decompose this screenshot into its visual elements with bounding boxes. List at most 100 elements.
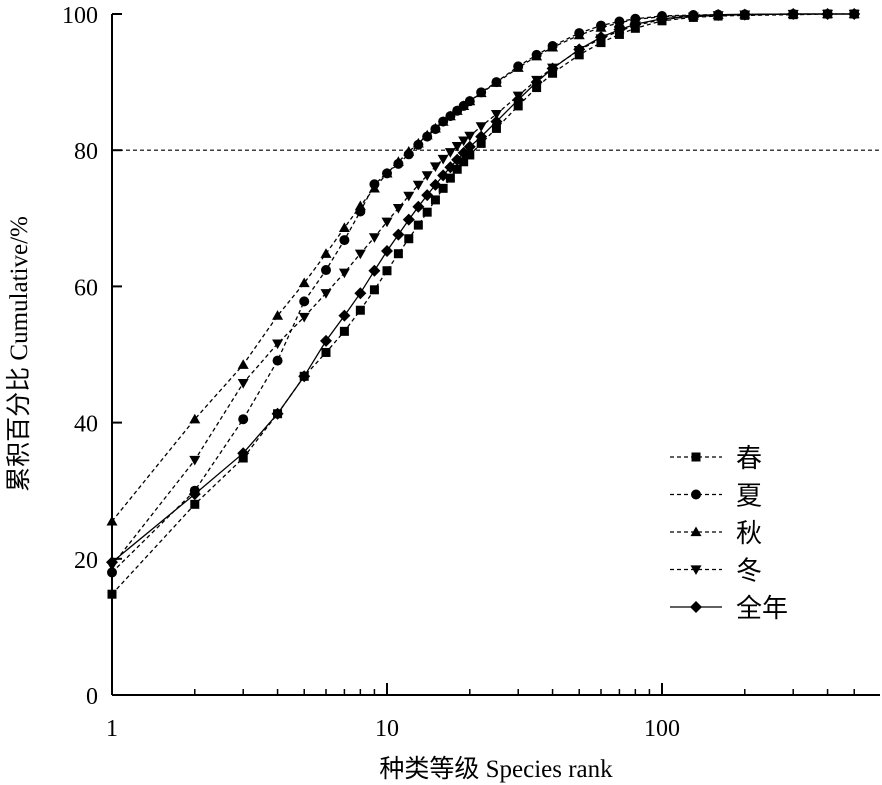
- data-point: [438, 183, 448, 193]
- data-point: [392, 228, 405, 241]
- data-point: [595, 22, 607, 32]
- data-point: [189, 455, 201, 466]
- data-point: [476, 138, 486, 148]
- series-5: [106, 8, 861, 569]
- data-point: [821, 8, 834, 20]
- data-point: [319, 334, 332, 347]
- data-point: [355, 305, 365, 315]
- data-point: [445, 173, 455, 183]
- data-point: [465, 150, 475, 160]
- data-point: [475, 87, 487, 98]
- data-point: [369, 285, 379, 295]
- data-point: [271, 407, 284, 420]
- data-point: [298, 370, 311, 383]
- legend-marker: [691, 452, 701, 462]
- data-point: [512, 62, 524, 72]
- data-point: [298, 277, 310, 288]
- data-point: [237, 378, 249, 389]
- data-point: [354, 287, 367, 300]
- data-point: [490, 109, 502, 120]
- data-point: [848, 8, 861, 20]
- x-tick-label: 100: [644, 716, 680, 742]
- legend-label: 春: [736, 444, 762, 474]
- data-point: [430, 195, 440, 205]
- legend-label: 夏: [736, 482, 762, 512]
- data-point: [393, 249, 403, 259]
- data-point: [459, 157, 469, 167]
- data-point: [475, 122, 487, 132]
- ticks: 0 20 40 60 80 100 1 10 100: [62, 3, 855, 742]
- data-point: [458, 136, 470, 147]
- data-point: [437, 169, 450, 182]
- data-point: [444, 161, 457, 174]
- data-point: [299, 296, 310, 307]
- legend-item: 冬: [670, 557, 762, 587]
- data-point: [189, 413, 201, 424]
- data-point: [190, 499, 200, 509]
- data-point: [339, 235, 350, 246]
- data-point: [338, 222, 350, 232]
- data-point: [320, 289, 332, 299]
- data-point: [339, 326, 349, 336]
- data-point: [421, 171, 433, 181]
- data-point: [444, 110, 456, 121]
- legend-marker: [690, 565, 702, 575]
- data-point: [613, 17, 625, 27]
- data-point: [403, 146, 415, 156]
- data-point: [452, 164, 462, 174]
- data-point: [381, 244, 393, 257]
- data-point: [475, 130, 488, 143]
- plot-area: [106, 8, 861, 599]
- data-point: [594, 31, 607, 44]
- data-point: [382, 266, 392, 276]
- y-axis-title: 累积百分比 Cumulative/%: [5, 216, 33, 492]
- data-point: [238, 414, 249, 425]
- legend-item: 全年: [670, 594, 788, 624]
- x-axis-title: 种类等级 Species rank: [379, 755, 613, 783]
- data-point: [320, 248, 332, 258]
- data-point: [656, 12, 668, 25]
- data-point: [573, 43, 586, 56]
- data-point: [272, 339, 284, 350]
- data-point: [338, 268, 350, 279]
- y-tick-label: 0: [86, 684, 98, 710]
- data-point: [457, 146, 470, 159]
- legend-item: 春: [670, 444, 762, 474]
- data-point: [437, 116, 449, 126]
- data-point: [272, 310, 284, 320]
- data-point: [613, 23, 626, 36]
- y-tick-label: 100: [62, 3, 98, 29]
- legend-item: 秋: [670, 519, 762, 549]
- data-point: [547, 41, 559, 52]
- y-tick-label: 20: [74, 548, 98, 574]
- axes: [111, 14, 880, 696]
- data-point: [368, 233, 380, 243]
- data-point: [413, 220, 423, 230]
- data-point: [412, 180, 424, 191]
- data-point: [451, 141, 463, 152]
- data-point: [422, 207, 432, 217]
- y-tick-label: 80: [74, 139, 98, 165]
- data-point: [712, 9, 725, 22]
- data-point: [412, 200, 425, 213]
- data-point: [530, 76, 543, 89]
- data-point: [738, 8, 751, 21]
- data-point: [421, 129, 433, 140]
- data-point: [354, 249, 366, 260]
- data-point: [546, 62, 559, 75]
- y-tick-label: 40: [74, 412, 98, 438]
- data-point: [237, 359, 249, 369]
- x-tick-label: 10: [375, 716, 399, 742]
- y-tick-label: 60: [74, 275, 98, 301]
- data-point: [320, 265, 331, 276]
- data-point: [392, 203, 404, 214]
- data-point: [464, 131, 476, 142]
- data-point: [321, 347, 331, 357]
- data-point: [573, 29, 585, 40]
- data-point: [491, 123, 501, 133]
- data-point: [237, 447, 250, 460]
- data-point: [458, 100, 470, 111]
- data-point: [787, 8, 800, 20]
